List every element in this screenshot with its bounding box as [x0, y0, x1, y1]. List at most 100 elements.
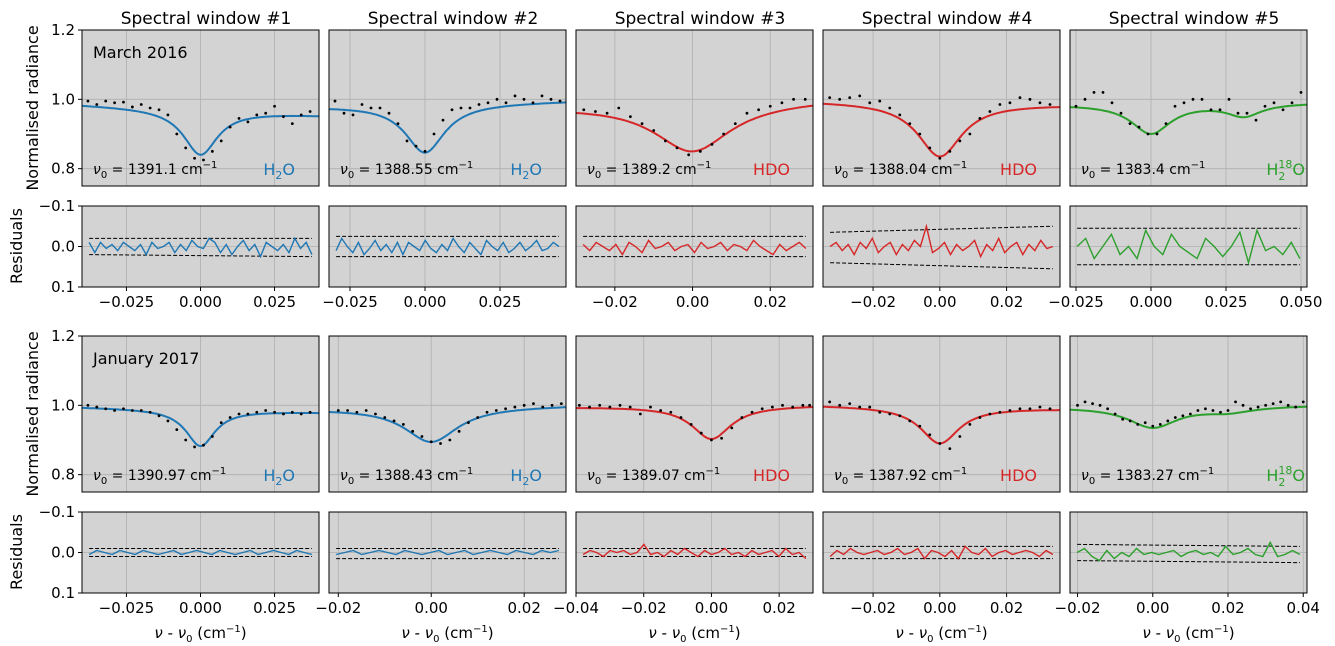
data-point: [383, 416, 387, 419]
data-point: [1182, 101, 1186, 105]
x-tick-label: 0.025: [479, 293, 522, 311]
data-point: [86, 99, 90, 103]
data-point: [540, 94, 544, 98]
x-tick-label: 0.00: [923, 293, 956, 311]
x-tick-label: −0.02: [850, 599, 896, 617]
data-point: [898, 113, 902, 117]
data-point: [649, 405, 652, 409]
x-tick-label: 0.02: [990, 293, 1023, 311]
nu0-label: ν0 = 1391.1 cm−1: [93, 160, 217, 181]
x-tick-label: 0.02: [1211, 599, 1244, 617]
y-tick-label: −0.1: [39, 197, 75, 215]
x-tick-label: 0.02: [507, 599, 540, 617]
data-point: [628, 405, 632, 409]
data-point: [1279, 400, 1283, 404]
x-tick-label: 0.02: [990, 599, 1023, 617]
nu0-label: ν0 = 1390.97 cm−1: [93, 466, 226, 487]
main-panel-bg: [823, 336, 1060, 492]
resid-band-lower: [830, 225, 1053, 233]
ylabel-main-row2: Normalised radiance: [23, 331, 42, 496]
resid-band-upper: [830, 262, 1053, 270]
x-axis-label: ν - ν0 (cm−1): [1142, 624, 1234, 645]
data-point: [166, 113, 170, 117]
data-point: [346, 409, 349, 412]
species-label: H2O: [510, 160, 542, 182]
data-point: [139, 103, 143, 106]
x-tick-label: 0.050: [1280, 293, 1323, 311]
data-point: [594, 110, 597, 113]
y-tick-label: 0.8: [51, 466, 75, 484]
data-point: [184, 438, 188, 442]
data-point: [448, 438, 452, 442]
data-point: [86, 403, 90, 407]
data-point: [998, 410, 1002, 414]
data-point: [210, 435, 214, 438]
data-point: [669, 410, 673, 414]
x-axis-label: ν - ν0 (cm−1): [401, 624, 493, 645]
panel-row1-window5: ν0 = 1383.4 cm−1 H218O −0.025 0.000 0.025 0.0…: [1048, 29, 1323, 311]
data-point: [1074, 104, 1078, 108]
main-panel-frame: [81, 29, 320, 187]
data-point: [848, 402, 852, 405]
data-point: [1256, 405, 1260, 409]
data-point: [387, 111, 391, 115]
data-point: [1236, 111, 1240, 115]
data-point: [1264, 403, 1268, 407]
y-tick-label: 0.1: [51, 584, 75, 602]
data-point: [1164, 122, 1168, 125]
data-point: [122, 100, 125, 104]
x-tick-label: 0.02: [754, 293, 787, 311]
data-point: [432, 132, 436, 136]
data-point: [988, 110, 992, 113]
data-point: [175, 132, 179, 136]
data-point: [522, 97, 526, 101]
data-point: [441, 118, 445, 122]
resid-panel-frame: [575, 511, 814, 594]
y-tick-label: 0.1: [51, 278, 75, 296]
data-point: [628, 115, 632, 119]
x-tick-label: −0.025: [322, 293, 378, 311]
data-point: [1113, 412, 1117, 416]
data-point: [1048, 103, 1052, 106]
main-panel-frame: [575, 29, 814, 187]
data-point: [360, 103, 364, 106]
data-point: [740, 416, 744, 419]
data-point: [342, 111, 346, 115]
data-point: [582, 108, 586, 112]
data-point: [1294, 405, 1298, 409]
data-point: [550, 403, 554, 407]
data-point: [113, 409, 116, 412]
data-point: [988, 412, 992, 416]
data-point: [689, 423, 693, 426]
data-point: [414, 144, 418, 148]
residual-line: [88, 236, 313, 259]
data-point: [1227, 97, 1231, 101]
data-point: [1211, 409, 1215, 412]
data-point: [202, 443, 205, 447]
fit-line: [822, 102, 1060, 158]
data-point: [868, 101, 872, 105]
data-point: [95, 103, 99, 106]
data-point: [468, 106, 472, 110]
data-point: [698, 149, 702, 153]
data-point: [255, 113, 259, 117]
data-point: [803, 97, 807, 101]
data-point: [577, 403, 581, 407]
species-label: HDO: [1000, 466, 1037, 485]
data-point: [1245, 111, 1249, 115]
data-point: [504, 101, 508, 105]
data-point: [1048, 407, 1052, 411]
x-tick-label: −0.025: [1048, 293, 1104, 311]
data-point: [429, 440, 433, 444]
main-panel-frame: [1069, 335, 1308, 493]
fit-line: [328, 101, 567, 154]
panel-row2-window1: ν0 = 1390.97 cm−1 H2O −0.025 0.000 0.025 ν - …: [39, 327, 320, 645]
y-tick-label: 1.2: [51, 21, 75, 39]
data-point: [750, 410, 754, 414]
resid-panel-frame: [1069, 205, 1308, 288]
data-point: [1218, 108, 1222, 112]
data-point: [401, 423, 405, 426]
data-point: [978, 416, 982, 419]
data-point: [638, 412, 642, 416]
data-point: [336, 409, 340, 412]
